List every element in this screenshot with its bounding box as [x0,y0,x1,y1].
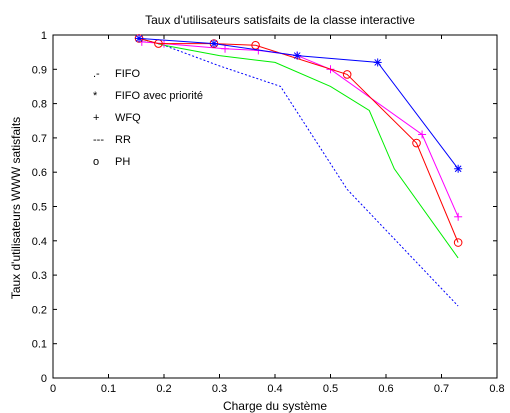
x-tick-label: 0.6 [378,383,393,395]
series-line [138,37,459,307]
y-tick-label: 0.4 [32,236,47,248]
x-tick-label: 0.5 [323,383,338,395]
legend-marker: + [93,112,99,124]
series-line [138,37,459,170]
legend-label: FIFO avec priorité [115,90,203,102]
star-marker [210,40,218,47]
y-tick-label: 0.2 [32,304,47,316]
star-marker [293,52,301,59]
circle-marker [453,238,463,247]
legend-label: WFQ [115,112,141,124]
y-tick-label: 1 [41,30,47,42]
plot-frame [52,34,498,379]
series-group [134,34,463,307]
x-tick-label: 0.8 [489,383,504,395]
series-2 [137,37,463,221]
star-marker [374,59,382,66]
x-tick-label: 0.2 [156,383,171,395]
series-3 [134,34,463,247]
legend-label: FIFO [115,68,140,80]
y-axis-label: Taux d'utilisateurs WWW satisfaits [9,117,23,299]
legend-marker: --- [93,134,104,146]
y-tick-label: 0.7 [32,133,47,145]
series-1 [138,37,459,259]
y-tick-label: 0.6 [32,167,47,179]
series-line [138,37,459,243]
series-line [141,41,459,218]
chart-title: Taux d'utilisateurs satisfaits de la cla… [145,13,415,27]
x-axis-label: Charge du système [223,399,327,413]
x-tick-label: 0.4 [267,383,282,395]
legend: .- FIFO * FIFO avec priorité + WFQ --- RR o PH [93,68,203,168]
circle-marker [342,70,352,79]
x-tick-label: 0.7 [434,383,449,395]
y-tick-label: 0.5 [32,202,47,214]
series-0 [138,37,459,307]
legend-label: RR [115,134,131,146]
y-tick-label: 0.1 [32,339,47,351]
legend-marker: o [93,156,99,168]
legend-marker: * [93,90,98,102]
y-tick-label: 0 [41,373,47,385]
series-4 [135,34,463,173]
y-tick-label: 0.8 [32,99,47,111]
circle-marker [251,40,260,50]
axes: 0 0.1 0.2 0.3 0.4 0.5 0.6 0.7 0.8 0 0.1 0.2 0.3 0.4 0.… [32,30,505,395]
circle-marker [412,138,421,148]
star-marker [135,35,143,42]
x-tick-label: 0.1 [101,383,116,395]
y-tick-label: 0.3 [32,270,47,282]
y-tick-label: 0.9 [32,64,47,76]
x-tick-label: 0 [50,383,56,395]
legend-label: PH [115,156,130,168]
legend-marker: .- [93,68,100,80]
x-tick-label: 0.3 [212,383,227,395]
series-line [138,37,459,259]
star-marker [454,165,462,173]
